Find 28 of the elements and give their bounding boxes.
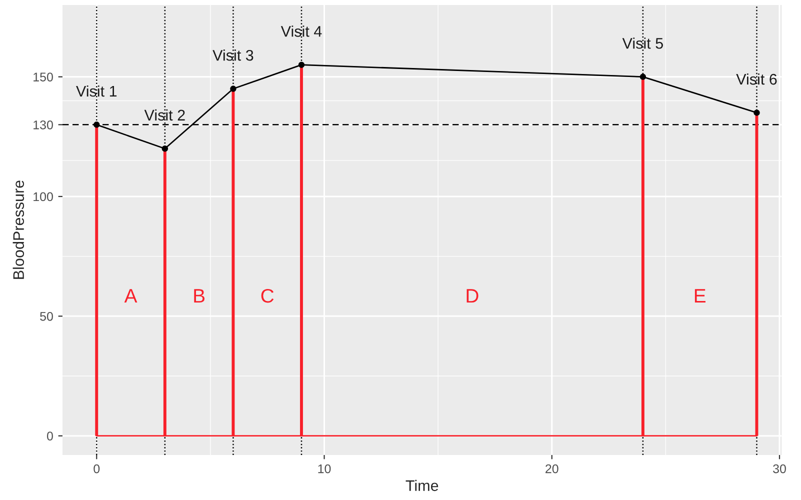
y-tick-label: 150: [34, 72, 53, 82]
point: [754, 110, 760, 116]
y-axis-title: BloodPressure: [12, 180, 24, 279]
annotation: Visit 3: [212, 50, 254, 61]
point: [298, 62, 305, 68]
y-tick-label: 130: [34, 120, 53, 130]
x-tick-label: 10: [318, 464, 331, 474]
x-tick-label: 0: [94, 464, 100, 474]
annotation: Visit 1: [76, 85, 117, 97]
annotation: Visit 6: [736, 73, 777, 85]
point: [230, 86, 236, 92]
x-axis-title: Time: [406, 480, 438, 492]
point: [93, 122, 100, 128]
annotation: E: [694, 289, 706, 303]
annotation: Visit 4: [280, 26, 322, 37]
annotation: Visit 2: [144, 109, 185, 121]
annotation: D: [466, 289, 478, 303]
point: [162, 145, 168, 152]
point: [640, 74, 646, 80]
x-tick-label: 30: [773, 464, 786, 474]
annotation: Visit 5: [622, 38, 663, 49]
y-tick-label: 100: [34, 192, 53, 202]
y-tick-label: 50: [40, 312, 53, 321]
annotation: B: [194, 289, 205, 303]
y-tick-label: 0: [46, 432, 53, 441]
annotation: A: [124, 289, 138, 303]
x-tick-label: 20: [546, 464, 558, 474]
annotation: C: [261, 288, 274, 303]
